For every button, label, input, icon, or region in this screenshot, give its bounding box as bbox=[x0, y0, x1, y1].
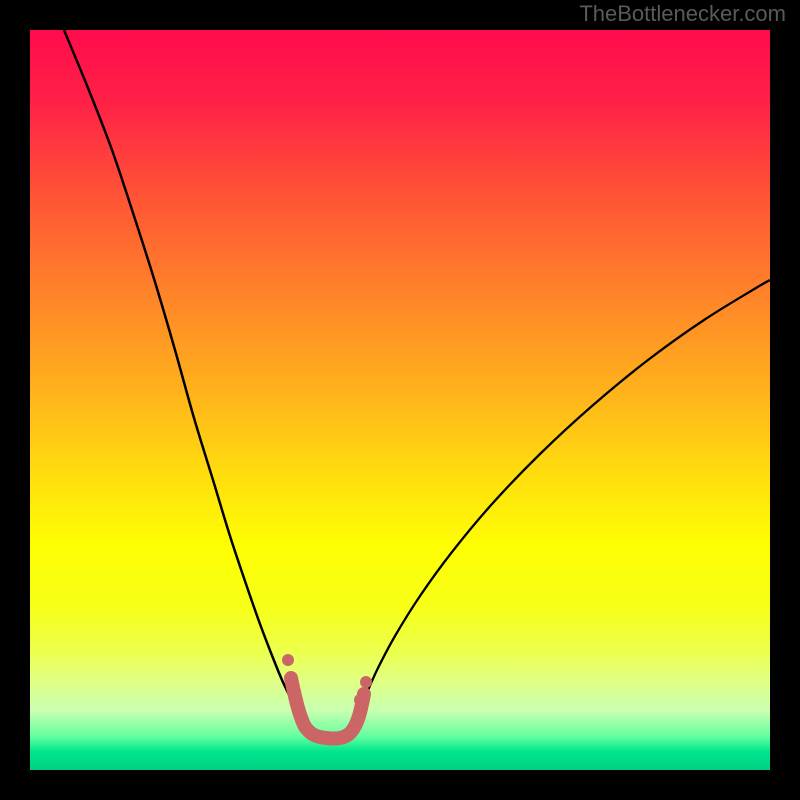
gradient-background bbox=[30, 30, 770, 770]
watermark-text: TheBottlenecker.com bbox=[579, 1, 786, 27]
chart-container: TheBottlenecker.com bbox=[0, 0, 800, 800]
